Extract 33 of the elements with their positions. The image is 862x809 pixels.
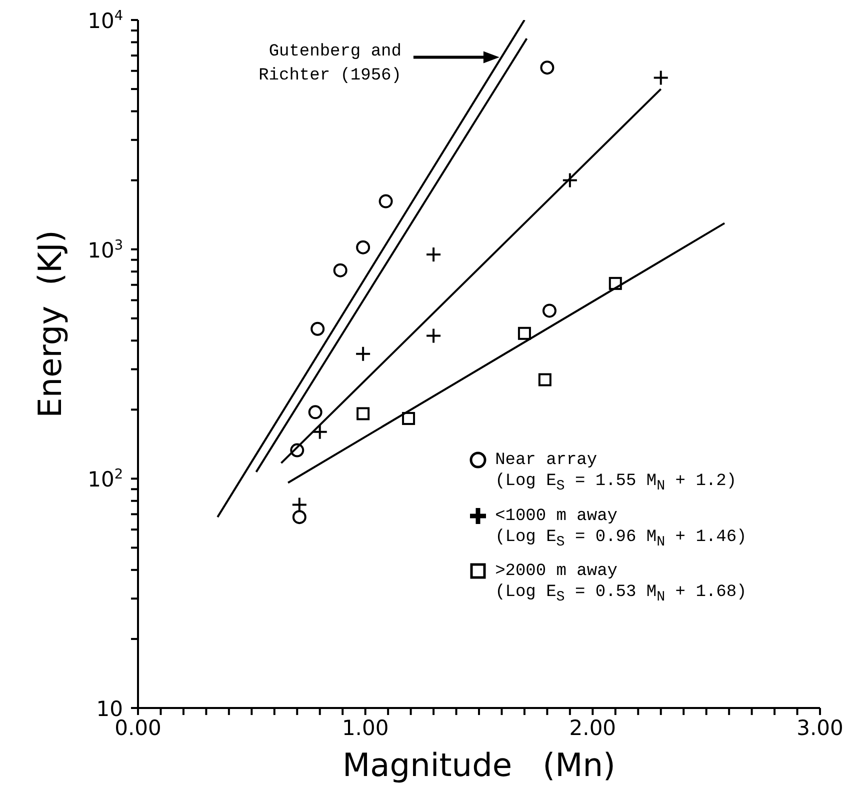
- y-axis-title: Energy (KJ): [31, 230, 69, 418]
- x-tick-label: 0.00: [114, 716, 162, 740]
- point: [356, 407, 370, 420]
- y-tick-label: 10$^{2}$: [88, 466, 123, 492]
- x-tick-label: 2.00: [569, 716, 616, 740]
- legend-label: Near array (Log E$_{S}$ = 1.55 M$_{N}$ + 1.2): [495, 450, 737, 497]
- point: [426, 246, 442, 262]
- point: [308, 405, 322, 420]
- point: [426, 328, 442, 344]
- point: [355, 346, 372, 362]
- point: [652, 70, 669, 86]
- point: [562, 172, 578, 188]
- point: [542, 304, 556, 318]
- point: [608, 276, 622, 290]
- point: [378, 194, 393, 208]
- legend-label: >2000 m away (Log E$_{S}$ = 0.53 M$_{N}$ + 1.68): [495, 561, 747, 608]
- point: [402, 412, 416, 425]
- point: [333, 263, 348, 278]
- annotation: Gutenberg and Richter (1956): [258, 42, 402, 86]
- x-axis-title: Magnitude (Mn): [342, 746, 616, 784]
- point: [292, 510, 306, 524]
- point: [356, 240, 370, 254]
- y-tick-label: 10$^{3}$: [88, 237, 123, 262]
- point: [312, 424, 328, 440]
- x-tick-label: 1.00: [342, 716, 389, 740]
- point: [310, 322, 325, 336]
- x-tick-label: 3.00: [796, 716, 844, 740]
- point: [540, 60, 554, 75]
- point: [290, 443, 304, 458]
- point: [538, 373, 552, 386]
- y-tick-label: 10$^{4}$: [88, 8, 123, 33]
- legend-label: <1000 m away (Log E$_{S}$ = 0.96 M$_{N}$ + 1.46): [495, 506, 747, 552]
- point: [518, 326, 531, 340]
